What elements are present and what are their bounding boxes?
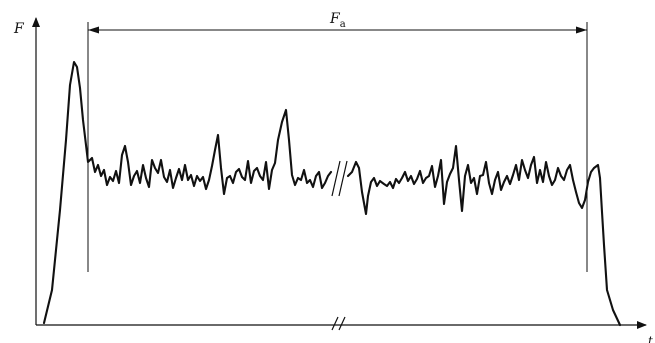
- curve-break-marks: [331, 160, 348, 197]
- span-label-subscript: a: [340, 19, 346, 30]
- span-label-main: F: [329, 11, 341, 27]
- span-dimension-arrow: [88, 26, 587, 34]
- force-curve-segment-2: [346, 144, 622, 327]
- force-curve-segment-1: [42, 60, 333, 325]
- span-label: Fa: [329, 11, 346, 30]
- y-axis-label: F: [13, 21, 25, 37]
- x-axis-label: t: [648, 334, 653, 343]
- x-axis-break: [331, 316, 346, 331]
